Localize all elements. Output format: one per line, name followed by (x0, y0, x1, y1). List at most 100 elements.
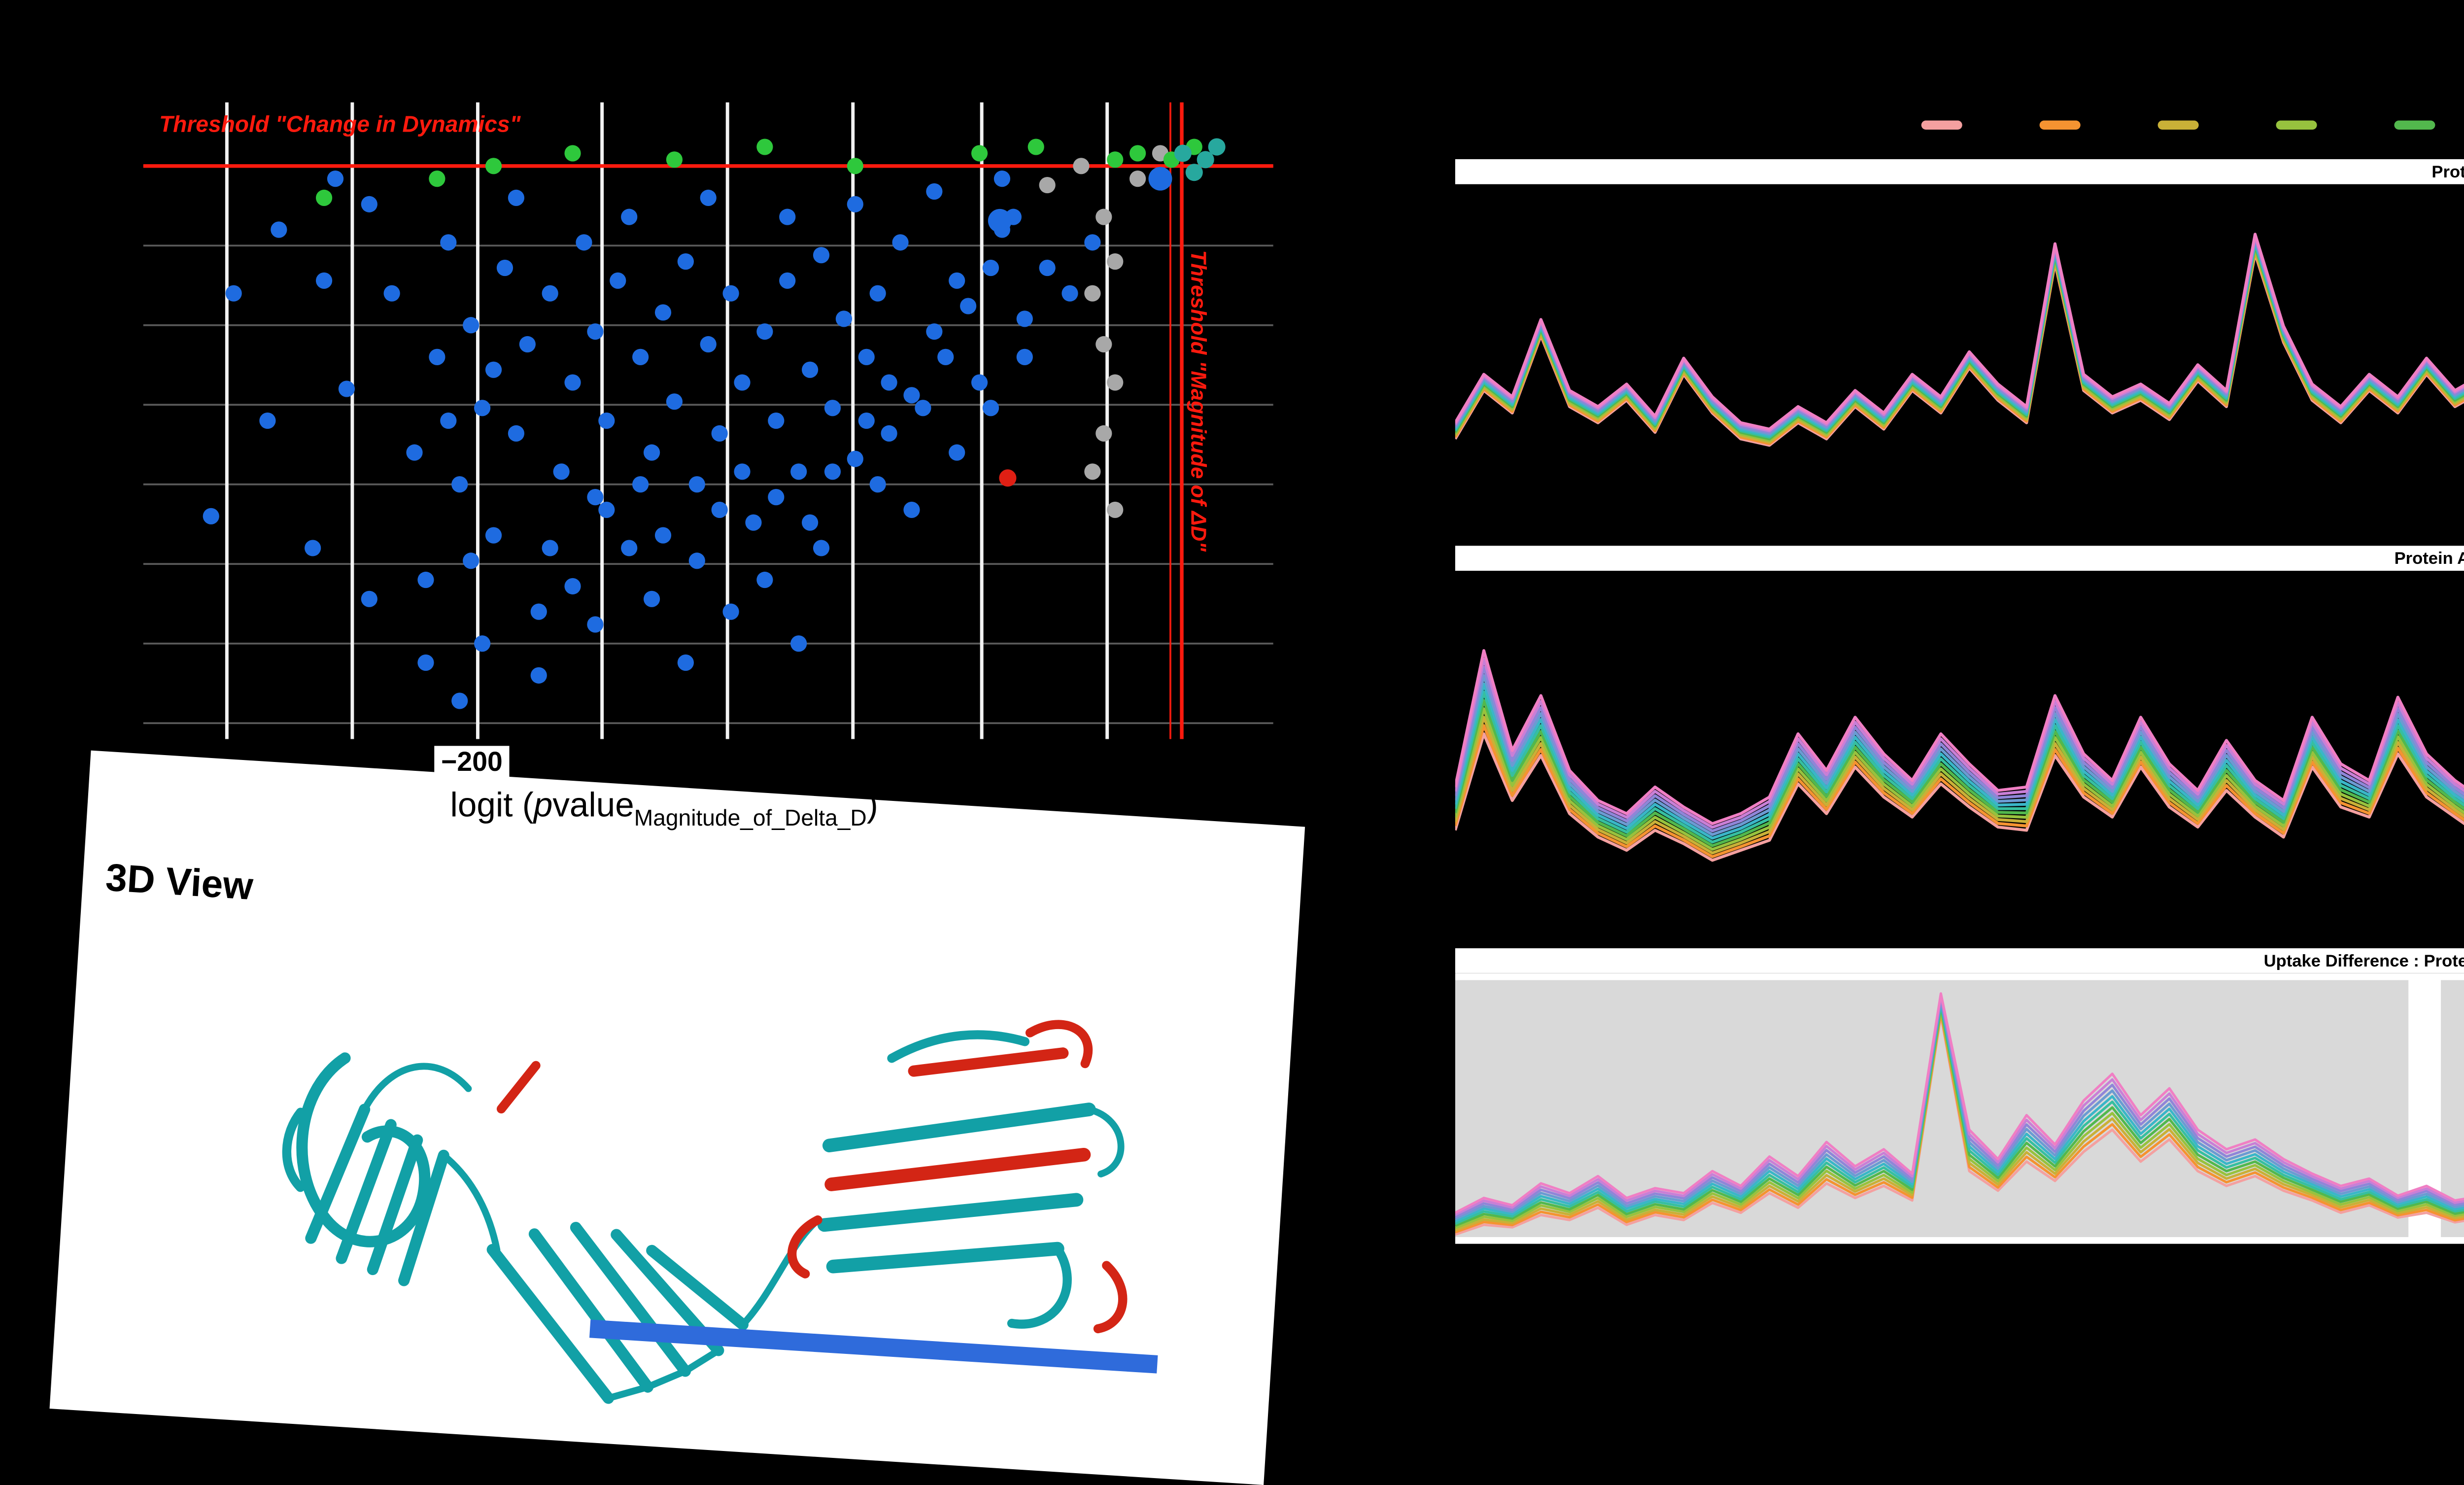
scatter-point-blue (790, 463, 807, 480)
3d-view-panel[interactable]: 3D View (49, 750, 1305, 1485)
uptake-line-series (1455, 682, 2464, 840)
chart-title-bar: Protein A + Ligand (1455, 546, 2464, 571)
scatter-point-blue (813, 247, 830, 264)
scatter-point-blue (587, 323, 604, 340)
protein-a-plot[interactable] (1455, 184, 2464, 535)
scatter-point-blue (519, 336, 536, 353)
scatter-point-blue (926, 183, 943, 200)
uptake-line-series (1455, 707, 2464, 851)
scatter-point-blue (1016, 348, 1033, 365)
scatter-point-green (485, 158, 502, 174)
scatter-point-blue (564, 374, 581, 391)
scatter-point-blue (722, 285, 739, 302)
scatter-point-red (999, 469, 1017, 487)
chart-title-bar: Protein A (1455, 159, 2464, 184)
scatter-point-blue (779, 208, 796, 225)
scatter-point-blue (847, 196, 863, 212)
scatter-point-green (666, 151, 683, 168)
legend-swatch[interactable] (2039, 120, 2081, 130)
scatter-point-blue (881, 425, 897, 442)
scatter-point-blue (835, 311, 853, 327)
scatter-point-blue (869, 285, 886, 302)
legend-swatch[interactable] (2394, 120, 2435, 130)
scatter-point-blue (259, 412, 276, 429)
scatter-point-blue (711, 425, 728, 442)
app-canvas: Threshold "Change in Dynamics" Threshold… (49, 102, 2464, 1485)
scatter-point-green (1129, 145, 1146, 162)
scatter-point-blue (915, 400, 931, 416)
scatter-point-blue (474, 635, 491, 652)
scatter-point-blue_big (988, 208, 1012, 233)
uptake-line-series (1455, 1011, 2464, 1234)
scatter-point-blue (734, 463, 751, 480)
scatter-point-blue (903, 387, 920, 404)
scatter-point-blue (824, 400, 841, 416)
scatter-point-blue (610, 272, 626, 289)
scatter-point-gray (1084, 285, 1101, 302)
scatter-point-green (847, 158, 863, 174)
scatter-point-blue (587, 616, 604, 633)
scatter-point-blue (937, 348, 954, 365)
scatter-point-blue (587, 488, 604, 506)
scatter-point-blue (485, 527, 502, 544)
scatter-point-blue (960, 298, 977, 314)
scatter-point-gray (1073, 158, 1090, 174)
scatter-point-blue (813, 540, 830, 556)
scatter-point-blue (598, 501, 615, 518)
protein-3d-structure[interactable] (141, 888, 1217, 1464)
uptake-line-series (1455, 657, 2464, 829)
scatter-point-blue (1039, 259, 1056, 276)
scatter-point-teal (1208, 138, 1226, 156)
scatter-point-blue (993, 171, 1011, 187)
uptake-difference-plot[interactable] (1455, 973, 2464, 1244)
uptake-line-series (1455, 246, 2464, 442)
uptake-line-series (1455, 649, 2464, 826)
volcano-plot-canvas[interactable] (143, 102, 1273, 739)
axis-label-prefix: logit ( (450, 787, 534, 826)
scatter-point-blue (485, 361, 502, 378)
scatter-point-blue (677, 253, 694, 270)
scatter-point-gray (1095, 425, 1112, 442)
scatter-point-blue (745, 514, 762, 531)
uptake-line-series (1455, 1009, 2464, 1232)
scatter-point-blue (553, 463, 570, 480)
axis-label-subscript: Magnitude_of_Delta_D (634, 807, 867, 832)
scatter-point-blue (711, 501, 728, 518)
axis-label-value: value (552, 787, 634, 826)
scatter-point-green (429, 171, 445, 187)
scatter-point-blue (847, 450, 863, 467)
scatter-point-blue (643, 444, 660, 461)
scatter-point-gray (1107, 253, 1124, 270)
scatter-point-green (756, 138, 773, 155)
scatter-point-blue (417, 571, 434, 588)
protein-a-ligand-plot[interactable] (1455, 571, 2464, 932)
legend-swatch[interactable] (1921, 120, 1962, 130)
scatter-point-blue (530, 603, 547, 620)
scatter-point-blue (722, 603, 739, 620)
scatter-point-blue (508, 425, 525, 442)
scatter-point-blue (451, 476, 468, 493)
uptake-line-series (1455, 994, 2464, 1216)
chart-title-bar: Uptake Difference : Protein A - (Protein… (1455, 948, 2464, 973)
scatter-point-blue (756, 571, 773, 588)
scatter-point-blue (768, 412, 785, 429)
legend-swatch[interactable] (2276, 120, 2317, 130)
scatter-point-gray (1107, 374, 1124, 391)
scatter-point-teal (1185, 164, 1203, 181)
legend-swatch[interactable] (2157, 120, 2199, 130)
scatter-point-blue (440, 412, 457, 429)
volcano-plot[interactable] (143, 102, 1273, 739)
uptake-line-series (1455, 724, 2464, 859)
scatter-point-blue (621, 208, 638, 225)
scatter-point-blue (768, 488, 785, 506)
scatter-point-blue (949, 444, 965, 461)
scatter-point-blue (756, 323, 773, 340)
scatter-point-blue (779, 272, 796, 289)
scatter-point-blue (700, 189, 717, 207)
chart-protein-a-ligand: Protein A + Ligand (1455, 546, 2464, 932)
scatter-point-blue (1061, 285, 1078, 302)
scatter-point-blue_big (1148, 167, 1172, 191)
scatter-point-blue (530, 667, 547, 684)
chart-protein-a: Protein A (1455, 159, 2464, 534)
scatter-point-blue (361, 590, 377, 607)
